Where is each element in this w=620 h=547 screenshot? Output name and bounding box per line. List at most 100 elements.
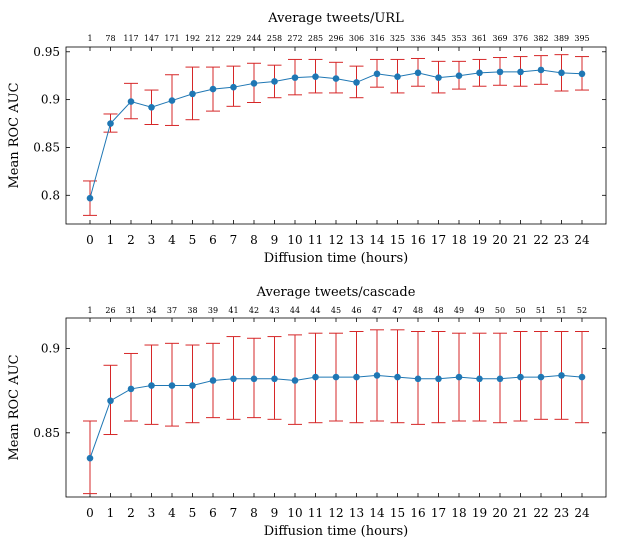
top-tick-label: 296	[328, 34, 343, 43]
data-point	[332, 373, 340, 381]
x-tick-label: 18	[451, 506, 466, 520]
data-point	[578, 373, 586, 381]
top-tick-label: 48	[413, 306, 423, 315]
data-point	[168, 97, 176, 104]
top-tick-label: 78	[105, 34, 115, 43]
top-tick-label: 376	[513, 34, 528, 43]
top-tick-label: 44	[290, 306, 300, 315]
top-tick-label: 50	[495, 306, 505, 315]
data-point	[558, 372, 565, 379]
top-tick-label: 45	[331, 306, 341, 315]
x-tick-label: 21	[513, 506, 528, 520]
y-tick-label: 0.85	[33, 426, 60, 440]
top-tick-label: 1	[87, 34, 92, 43]
data-point	[291, 74, 299, 81]
data-point	[455, 373, 463, 381]
x-tick-label: 0	[86, 506, 94, 520]
top-tick-label: 395	[574, 34, 589, 43]
data-point	[353, 373, 360, 381]
data-point	[517, 373, 524, 381]
x-tick-label: 24	[574, 506, 590, 520]
x-tick-label: 19	[472, 506, 487, 520]
x-tick-label: 2	[127, 233, 135, 247]
data-point	[230, 83, 237, 91]
data-point	[168, 382, 176, 389]
x-tick-label: 10	[287, 233, 302, 247]
top-tick-label: 26	[105, 306, 115, 315]
data-point	[271, 375, 278, 383]
data-point	[373, 70, 381, 78]
x-tick-label: 3	[148, 233, 156, 247]
data-point	[230, 375, 237, 383]
top-tick-label: 1	[87, 306, 92, 315]
x-tick-label: 5	[189, 233, 197, 247]
x-tick-label: 17	[431, 233, 446, 247]
top-tick-label: 389	[554, 34, 569, 43]
top-tick-label: 42	[249, 306, 259, 315]
x-tick-label: 14	[369, 506, 385, 520]
data-point	[476, 375, 483, 383]
top-tick-label: 52	[577, 306, 587, 315]
y-tick-label: 0.85	[33, 140, 60, 154]
data-point	[209, 377, 217, 384]
x-axis-label: Diffusion time (hours)	[264, 524, 409, 539]
data-point	[394, 373, 401, 381]
top-tick-label: 41	[228, 306, 238, 315]
data-point	[537, 373, 545, 381]
x-tick-label: 16	[410, 233, 425, 247]
y-axis-label: Mean ROC AUC	[7, 82, 22, 188]
data-point	[189, 90, 196, 98]
top-tick-label: 50	[515, 306, 525, 315]
y-tick-label: 0.8	[41, 188, 60, 202]
x-tick-label: 21	[513, 233, 528, 247]
y-tick-label: 0.9	[41, 341, 60, 355]
data-point	[537, 66, 545, 74]
data-point	[209, 85, 217, 93]
x-tick-label: 4	[168, 506, 176, 520]
data-point	[148, 103, 155, 111]
top-tick-label: 244	[246, 34, 261, 43]
top-tick-label: 46	[351, 306, 361, 315]
x-tick-label: 19	[472, 233, 487, 247]
data-point	[127, 385, 135, 393]
top-tick-label: 285	[308, 34, 323, 43]
x-tick-label: 23	[554, 233, 569, 247]
top-tick-label: 37	[167, 306, 177, 315]
x-tick-label: 9	[271, 506, 279, 520]
data-point	[332, 75, 340, 82]
x-tick-label: 0	[86, 233, 94, 247]
top-tick-label: 171	[164, 34, 179, 43]
top-tick-label: 31	[126, 306, 136, 315]
x-tick-label: 22	[533, 506, 548, 520]
top-tick-label: 49	[474, 306, 484, 315]
top-tick-label: 47	[392, 306, 402, 315]
data-point	[414, 375, 422, 383]
top-tick-label: 147	[144, 34, 159, 43]
top-tick-label: 361	[472, 34, 487, 43]
x-tick-label: 6	[209, 233, 217, 247]
data-point	[107, 397, 114, 405]
x-tick-label: 12	[328, 233, 343, 247]
x-tick-label: 2	[127, 506, 135, 520]
x-tick-label: 20	[492, 506, 507, 520]
x-tick-label: 23	[554, 506, 569, 520]
data-point	[394, 73, 401, 80]
top-tick-label: 353	[451, 34, 466, 43]
x-tick-label: 15	[390, 233, 405, 247]
x-tick-label: 1	[107, 233, 115, 247]
data-point	[373, 372, 381, 379]
top-tick-label: 258	[267, 34, 282, 43]
top-tick-label: 316	[369, 34, 384, 43]
x-tick-label: 9	[271, 233, 279, 247]
data-point	[86, 454, 94, 462]
panel-tweets-per-cascade: Average tweets/cascade011262313344375386…	[7, 285, 607, 539]
top-tick-label: 49	[454, 306, 464, 315]
top-tick-label: 34	[146, 306, 156, 315]
x-tick-label: 13	[349, 506, 364, 520]
x-tick-label: 16	[410, 506, 425, 520]
data-point	[435, 74, 442, 81]
x-tick-label: 4	[168, 233, 176, 247]
x-tick-label: 8	[250, 233, 258, 247]
data-point	[312, 73, 319, 80]
